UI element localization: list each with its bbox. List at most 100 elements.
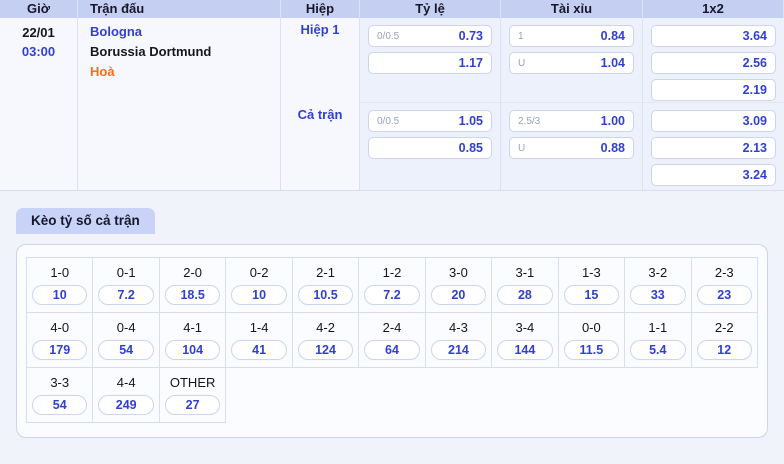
score-label: 4-0	[50, 320, 70, 335]
score-odds-button[interactable]: 124	[297, 340, 354, 360]
score-odds-button[interactable]: 12	[696, 340, 752, 360]
score-odds-button[interactable]: 41	[231, 340, 287, 360]
half1-rate-odds-1[interactable]: 0/0.5 0.73	[368, 25, 492, 47]
header-time: Giờ	[0, 0, 78, 18]
odds-value: 0.88	[600, 141, 625, 155]
score-cell: 2-2 12	[691, 313, 758, 368]
score-odds-button[interactable]: 54	[32, 395, 88, 415]
score-odds-button[interactable]: 214	[430, 340, 487, 360]
score-cell: 2-1 10.5	[292, 258, 360, 313]
header-match: Trận đấu	[78, 0, 281, 18]
score-label: 1-3	[581, 265, 601, 280]
fulltime-over-odds[interactable]: 2.5/3 1.00	[509, 110, 634, 132]
score-cell: 2-0 18.5	[159, 258, 227, 313]
score-odds-button[interactable]: 11.5	[563, 340, 620, 360]
half1-1x2-draw[interactable]: 2.56	[651, 52, 776, 74]
score-cell: 1-0 10	[27, 258, 94, 313]
fulltime-1x2-draw[interactable]: 2.13	[651, 137, 776, 159]
half1-1x2-home[interactable]: 3.64	[651, 25, 776, 47]
score-cell: 3-3 54	[27, 368, 94, 423]
score-label: 3-4	[515, 320, 535, 335]
fulltime-under-odds[interactable]: U 0.88	[509, 137, 634, 159]
odds-value: 3.24	[742, 168, 767, 182]
score-odds-button[interactable]: 20	[430, 285, 487, 305]
score-cell: 3-4 144	[492, 313, 559, 368]
score-odds-button[interactable]: 10.5	[297, 285, 354, 305]
score-cell: 1-4 41	[226, 313, 293, 368]
odds-value: 0.85	[458, 141, 483, 155]
half1-1x2-away[interactable]: 2.19	[651, 79, 776, 101]
score-label: 4-3	[449, 320, 468, 335]
odds-value: 1.04	[600, 56, 625, 70]
score-label: 1-0	[50, 265, 70, 280]
score-cell: 2-4 64	[359, 313, 426, 368]
odds-value: 0.73	[458, 29, 483, 43]
score-cell: 4-3 214	[425, 313, 493, 368]
score-label: 3-1	[515, 265, 535, 280]
score-label: 4-4	[116, 375, 136, 390]
score-odds-button[interactable]: 7.2	[364, 285, 420, 305]
score-odds-button[interactable]: 5.4	[630, 340, 686, 360]
home-team: Bologna	[90, 24, 142, 39]
section-label-fulltime: Cả trận	[281, 103, 360, 190]
half1-rate-odds-2[interactable]: 1.17	[368, 52, 492, 74]
total-label: 2.5/3	[518, 115, 541, 127]
score-odds-button[interactable]: 28	[497, 285, 553, 305]
score-odds-button[interactable]: 33	[630, 285, 686, 305]
score-cell: 1-2 7.2	[359, 258, 426, 313]
score-odds-button[interactable]: 64	[364, 340, 420, 360]
odds-value: 1.00	[600, 114, 625, 128]
score-odds-button[interactable]: 179	[32, 340, 88, 360]
score-odds-button[interactable]: 104	[164, 340, 221, 360]
score-odds-button[interactable]: 54	[98, 340, 154, 360]
score-odds-button[interactable]: 23	[696, 285, 752, 305]
score-odds-button[interactable]: 10	[32, 285, 88, 305]
match-time-cell: 22/01 03:00	[0, 18, 78, 190]
total-label: 1	[518, 30, 524, 42]
fulltime-over-under-cell: 2.5/3 1.00 U 0.88	[501, 103, 643, 190]
score-odds-button[interactable]: 15	[563, 285, 620, 305]
score-odds-button[interactable]: 249	[98, 395, 154, 415]
match-kickoff-time: 03:00	[21, 44, 56, 59]
fulltime-1x2-home[interactable]: 3.09	[651, 110, 776, 132]
score-odds-button[interactable]: 27	[164, 395, 221, 415]
score-cell: 0-4 54	[93, 313, 160, 368]
tab-correct-score[interactable]: Kèo tỷ số cả trận	[16, 208, 155, 234]
correct-score-panel: 1-0 10 0-1 7.2 2-0 18.5 0-2 10 2-1 10.5 …	[16, 244, 768, 438]
score-label: 0-2	[249, 265, 269, 280]
score-grid-row: 4-0 179 0-4 54 4-1 104 1-4 41 4-2 124 2-…	[27, 313, 758, 368]
score-label: 2-0	[183, 265, 203, 280]
score-odds-button[interactable]: 18.5	[164, 285, 221, 305]
score-label: 0-0	[581, 320, 601, 335]
score-label: OTHER	[169, 375, 216, 390]
score-cell: 4-2 124	[292, 313, 360, 368]
score-label: 2-4	[382, 320, 402, 335]
match-cell: Bologna Borussia Dortmund Hoà	[78, 18, 281, 190]
score-cell: 0-1 7.2	[93, 258, 160, 313]
fulltime-rate-odds-1[interactable]: 0/0.5 1.05	[368, 110, 492, 132]
score-cell: 0-0 11.5	[558, 313, 626, 368]
draw-label: Hoà	[90, 64, 115, 79]
half1-1x2-cell: 3.64 2.56 2.19	[643, 18, 784, 103]
odds-value: 0.84	[600, 29, 625, 43]
score-label: 3-3	[50, 375, 70, 390]
score-odds-button[interactable]: 10	[231, 285, 287, 305]
score-odds-button[interactable]: 7.2	[98, 285, 154, 305]
score-cell: 3-1 28	[492, 258, 559, 313]
fulltime-rate-odds-2[interactable]: 0.85	[368, 137, 492, 159]
score-grid-row: 3-3 54 4-4 249 OTHER 27	[27, 368, 758, 423]
score-cell: 1-1 5.4	[625, 313, 692, 368]
odds-value: 3.64	[742, 29, 767, 43]
score-grid-row: 1-0 10 0-1 7.2 2-0 18.5 0-2 10 2-1 10.5 …	[27, 258, 758, 313]
score-odds-button[interactable]: 144	[497, 340, 553, 360]
score-cell: 4-0 179	[27, 313, 94, 368]
odds-value: 2.19	[742, 83, 767, 97]
header-rate: Tỷ lệ	[360, 0, 501, 18]
score-label: 1-4	[249, 320, 269, 335]
score-label: 1-2	[382, 265, 402, 280]
score-grid: 1-0 10 0-1 7.2 2-0 18.5 0-2 10 2-1 10.5 …	[26, 257, 758, 423]
half1-over-odds[interactable]: 1 0.84	[509, 25, 634, 47]
score-cell: 3-0 20	[425, 258, 493, 313]
fulltime-1x2-away[interactable]: 3.24	[651, 164, 776, 186]
half1-under-odds[interactable]: U 1.04	[509, 52, 634, 74]
